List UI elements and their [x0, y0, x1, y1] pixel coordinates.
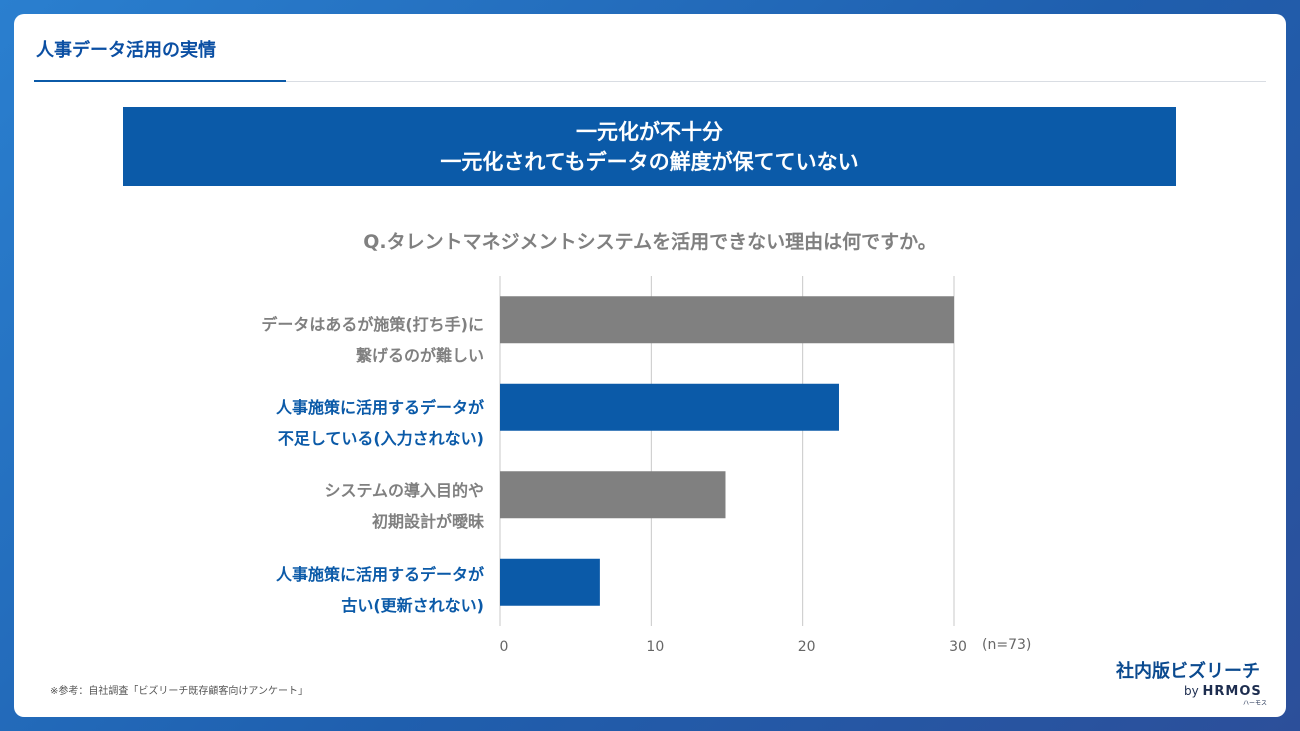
- bar-chart: 0 10 20 30: [499, 276, 967, 655]
- category-label-3-line-1: システムの導入目的や: [324, 481, 484, 500]
- x-tick-label-10: 10: [646, 639, 664, 655]
- category-label-1-line-1: データはあるが施策(打ち手)に: [261, 315, 484, 334]
- banner-line-1: 一元化が不十分: [576, 119, 723, 144]
- x-tick-label-20: 20: [798, 639, 816, 655]
- header-accent-line: [34, 80, 286, 82]
- page-title: 人事データ活用の実情: [36, 40, 216, 61]
- footnote: ※参考：自社調査「ビズリーチ既存顧客向けアンケート」: [50, 686, 308, 697]
- category-label-3-line-2: 初期設計が曖昧: [371, 512, 484, 531]
- category-label-4: 人事施策に活用するデータが 古い(更新されない): [184, 559, 484, 621]
- category-label-2-line-2: 不足している(入力されない): [277, 429, 484, 448]
- category-label-4-line-1: 人事施策に活用するデータが: [275, 565, 484, 584]
- sample-size-note: (n=73): [982, 637, 1032, 653]
- bar-2: [500, 383, 839, 431]
- logo-by: by: [1184, 684, 1199, 698]
- bar-4: [500, 558, 600, 606]
- headline-banner: 一元化が不十分 一元化されてもデータの鮮度が保てていない: [123, 107, 1176, 186]
- logo-brand: HRMOS: [1202, 684, 1262, 699]
- header-divider: [34, 81, 1266, 82]
- slide-card: 人事データ活用の実情 一元化が不十分 一元化されてもデータの鮮度が保てていない …: [14, 14, 1286, 717]
- brand-logo-text: 社内版ビズリーチ: [1116, 661, 1260, 682]
- survey-question: Q.タレントマネジメントシステムを活用できない理由は何ですか。: [363, 231, 937, 253]
- category-label-2-line-1: 人事施策に活用するデータが: [275, 398, 484, 417]
- brand-logo-byline: by HRMOS: [1184, 684, 1262, 699]
- category-label-1-line-2: 繋げるのが難しい: [355, 346, 484, 365]
- x-tick-label-0: 0: [500, 639, 509, 655]
- bar-3: [500, 471, 726, 519]
- logo-kana: ハーモス: [1243, 700, 1268, 707]
- category-label-3: システムの導入目的や 初期設計が曖昧: [184, 475, 484, 537]
- category-label-4-line-2: 古い(更新されない): [341, 596, 484, 615]
- category-label-2: 人事施策に活用するデータが 不足している(入力されない): [184, 392, 484, 454]
- bar-1: [500, 296, 954, 344]
- category-label-1: データはあるが施策(打ち手)に 繋げるのが難しい: [184, 309, 484, 371]
- banner-line-2: 一元化されてもデータの鮮度が保てていない: [440, 149, 859, 174]
- x-tick-label-30: 30: [949, 639, 967, 655]
